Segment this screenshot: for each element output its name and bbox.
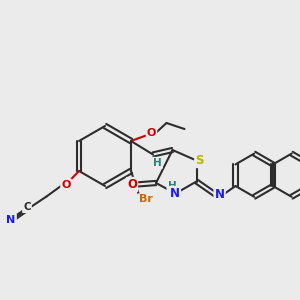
Text: N: N bbox=[7, 214, 16, 225]
Text: O: O bbox=[147, 128, 156, 139]
Text: N: N bbox=[214, 188, 225, 202]
Text: H: H bbox=[153, 158, 162, 168]
Text: S: S bbox=[195, 154, 204, 167]
Text: C: C bbox=[23, 202, 31, 212]
Text: H: H bbox=[167, 181, 176, 191]
Text: O: O bbox=[127, 178, 137, 191]
Text: Br: Br bbox=[139, 194, 152, 205]
Text: O: O bbox=[61, 179, 71, 190]
Text: N: N bbox=[170, 187, 180, 200]
